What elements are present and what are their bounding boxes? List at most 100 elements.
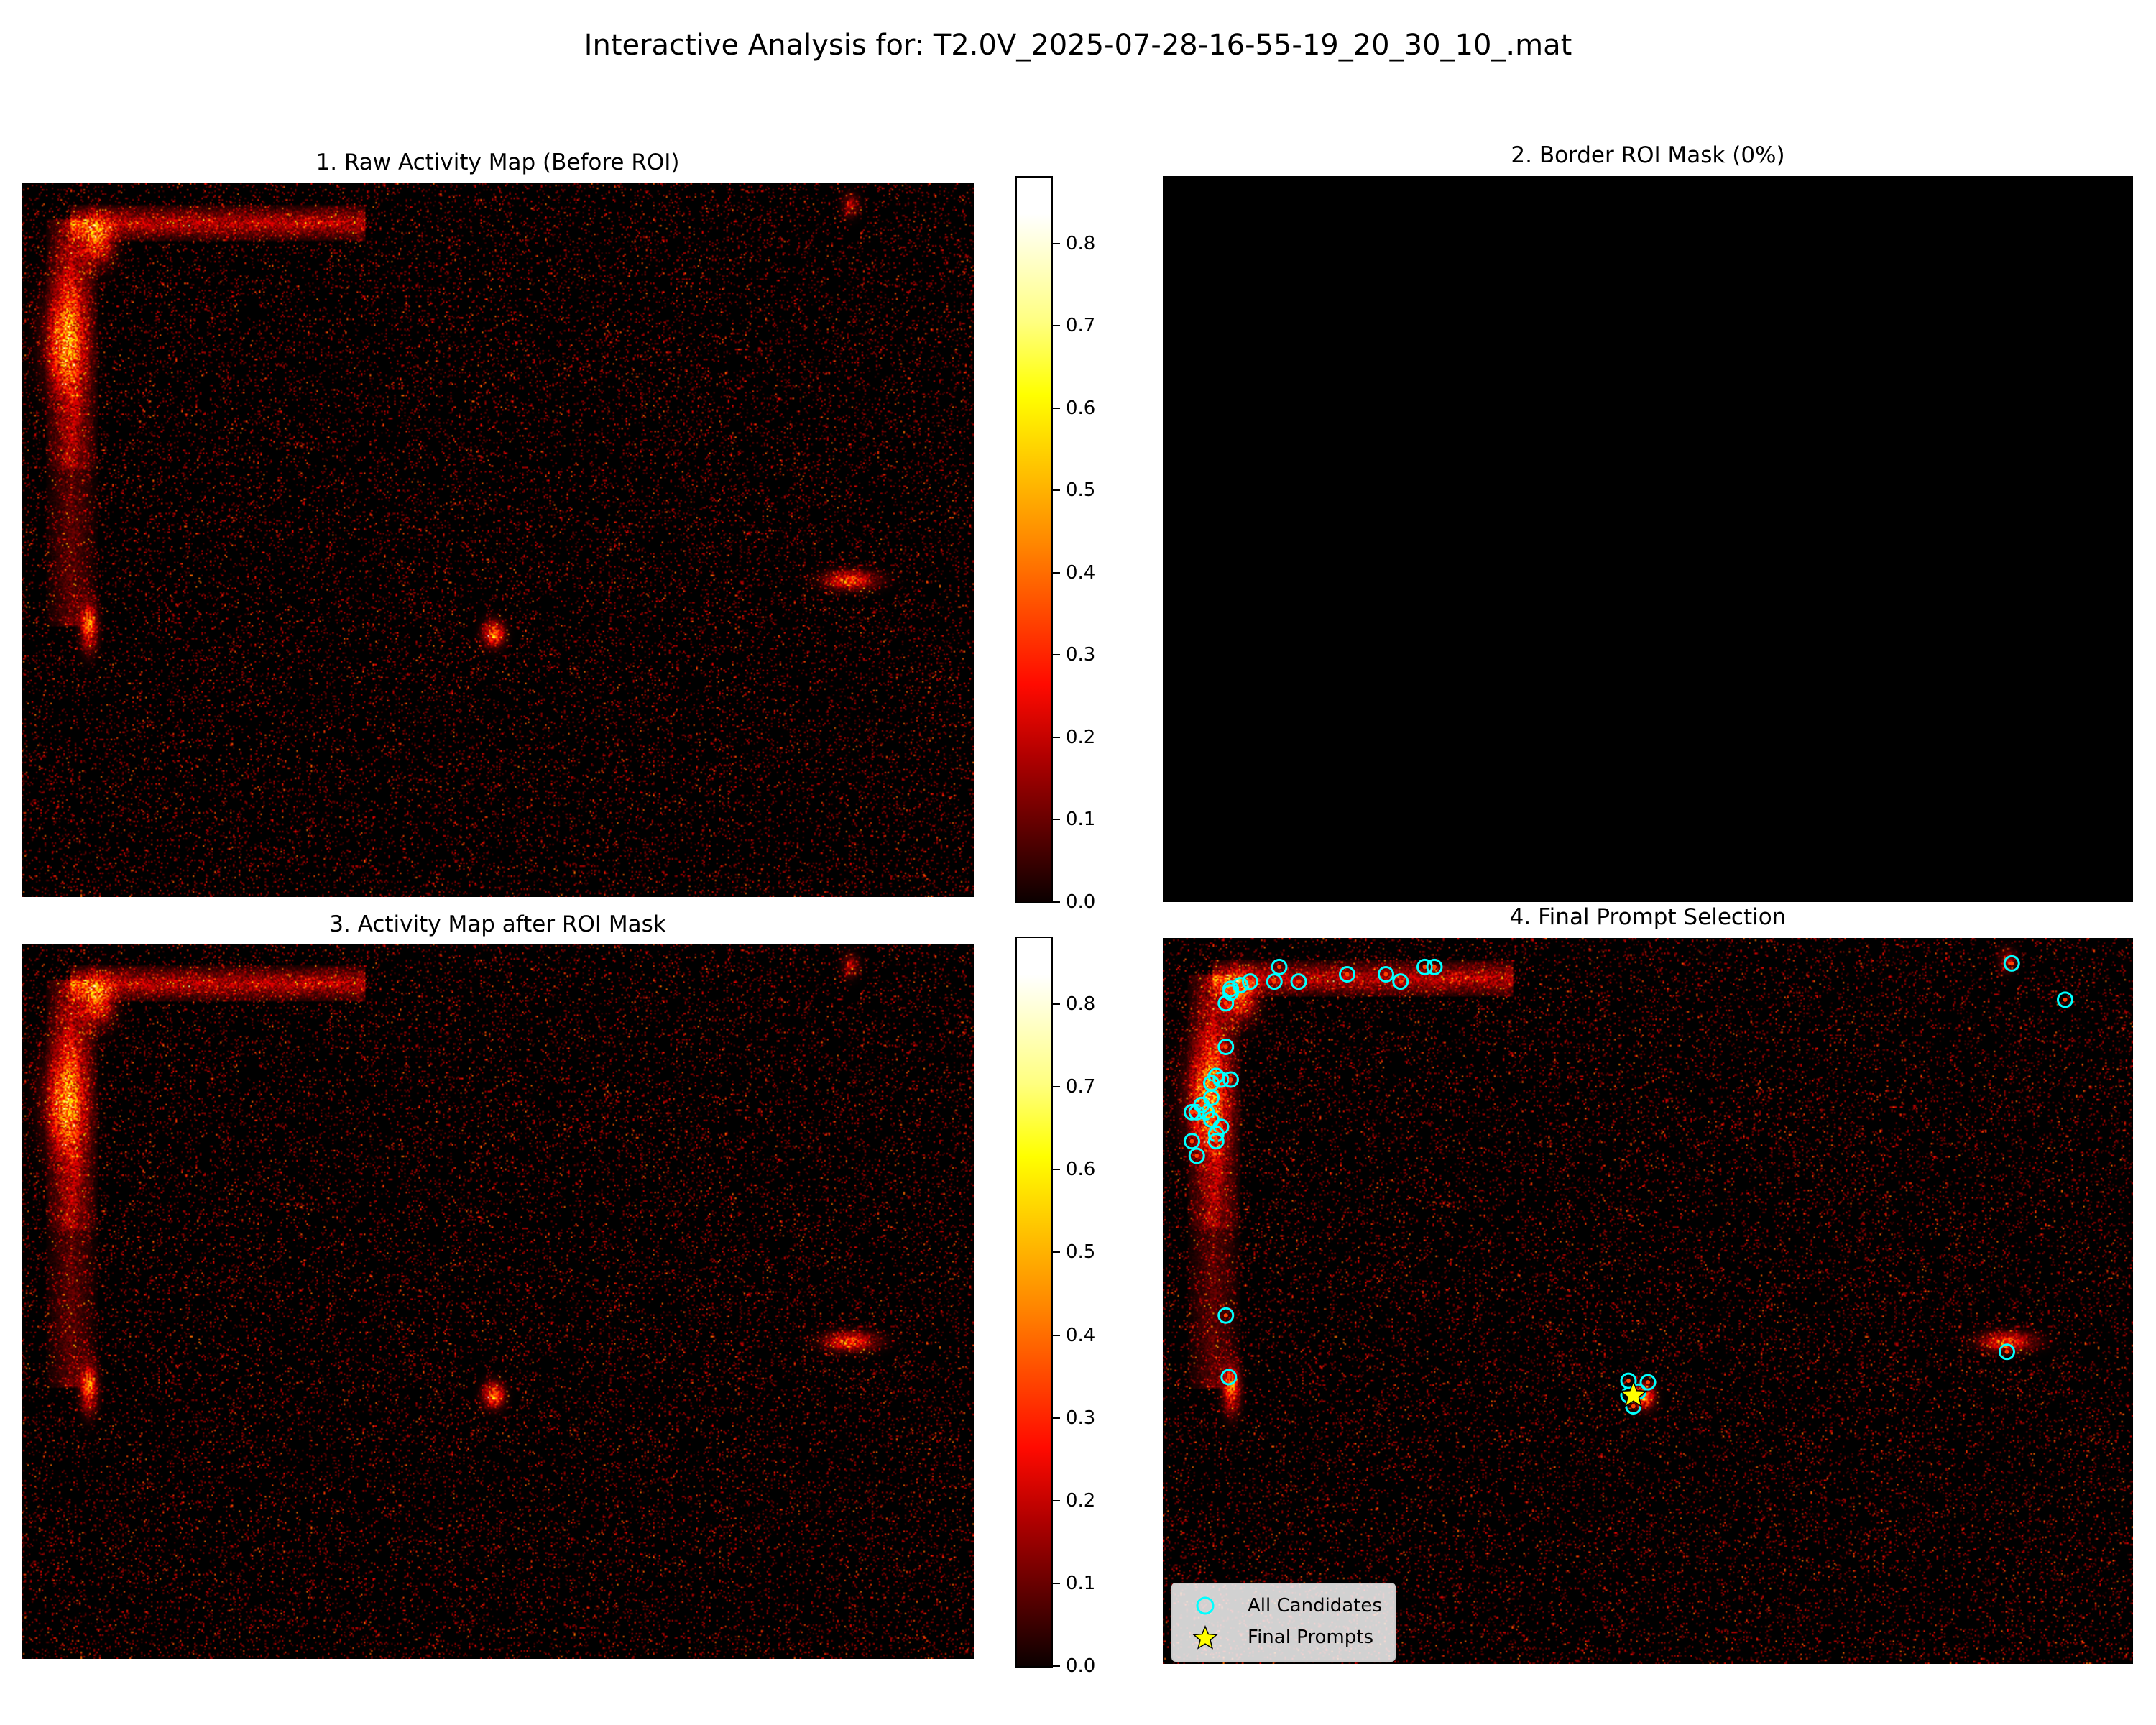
colorbar-tick-label: 0.2 <box>1066 1489 1096 1512</box>
colorbar-tick <box>1051 1417 1060 1419</box>
colorbar-tick <box>1051 1582 1060 1584</box>
candidate-point <box>1620 1372 1637 1389</box>
colorbar-tick <box>1051 242 1060 244</box>
candidate-point-center <box>1228 990 1233 995</box>
candidate-point-center <box>1646 1380 1650 1385</box>
candidate-point <box>1207 1133 1225 1150</box>
candidate-point <box>1416 958 1433 975</box>
candidate-point <box>1339 966 1355 983</box>
panel-2-title: 2. Border ROI Mask (0%) <box>1511 142 1785 168</box>
candidate-point <box>1212 1071 1230 1088</box>
colorbar-tick <box>1051 1499 1060 1501</box>
legend: All Candidates Final Prompts <box>1171 1583 1396 1662</box>
candidate-point-center <box>1228 1077 1233 1082</box>
candidate-point-center <box>1194 1154 1199 1158</box>
candidate-point <box>1193 1096 1210 1113</box>
legend-row-final: Final Prompts <box>1187 1624 1373 1650</box>
legend-label-final: Final Prompts <box>1248 1627 1374 1648</box>
candidate-point-center <box>2009 961 2014 966</box>
legend-label-candidates: All Candidates <box>1248 1595 1382 1616</box>
candidate-point <box>1217 1039 1235 1055</box>
candidate-point-center <box>2063 997 2068 1002</box>
colorbar-3 <box>1015 937 1053 1668</box>
raw-activity-heatmap <box>22 183 974 897</box>
colorbar-tick <box>1051 654 1060 656</box>
candidate-point-center <box>1226 1375 1231 1380</box>
candidate-point-center <box>1209 1095 1214 1100</box>
candidate-point <box>1266 973 1283 990</box>
colorbar-tick-label: 0.6 <box>1066 1159 1096 1181</box>
candidate-point-center <box>1422 965 1427 970</box>
candidate-point <box>1271 958 1288 975</box>
candidate-point <box>1378 966 1394 983</box>
colorbar-tick <box>1051 736 1060 738</box>
candidate-point-center <box>1209 1117 1214 1122</box>
colorbar-tick <box>1051 1086 1060 1088</box>
candidate-point <box>2057 991 2073 1008</box>
colorbar-tick-label: 0.2 <box>1066 726 1096 748</box>
colorbar-tick-label: 0.0 <box>1066 891 1096 913</box>
candidate-point-center <box>1626 1379 1631 1384</box>
candidate-point <box>1639 1374 1657 1391</box>
candidate-point <box>1220 1368 1238 1386</box>
final-prompt-star <box>1618 1380 1648 1408</box>
colorbar-tick <box>1051 819 1060 821</box>
candidate-point-center <box>1223 1044 1228 1049</box>
colorbar-tick-label: 0.7 <box>1066 1076 1096 1098</box>
colorbar-tick-label: 0.5 <box>1066 479 1096 502</box>
candidate-point-center <box>1383 972 1388 977</box>
candidate-point-center <box>1214 1138 1219 1144</box>
candidate-point-center <box>1228 986 1233 991</box>
panel-4-title: 4. Final Prompt Selection <box>1509 904 1787 930</box>
colorbar-tick-label: 0.1 <box>1066 809 1096 831</box>
candidate-point <box>1392 973 1409 990</box>
colorbar-tick-label: 0.3 <box>1066 1407 1096 1429</box>
colorbar-tick <box>1051 1334 1060 1336</box>
candidate-point-center <box>1238 983 1243 988</box>
prompt-markers-overlay <box>1184 954 2073 1414</box>
candidate-point-center <box>1223 1000 1228 1006</box>
candidate-point <box>1242 973 1258 990</box>
candidate-point <box>1184 1133 1200 1150</box>
colorbar-tick <box>1051 407 1060 409</box>
candidate-point-center <box>1223 1313 1228 1318</box>
candidate-point <box>1217 995 1235 1012</box>
colorbar-tick <box>1051 1251 1060 1254</box>
candidate-point-center <box>1189 1138 1194 1144</box>
candidate-point-center <box>1272 979 1277 984</box>
colorbar-tick-label: 0.3 <box>1066 644 1096 666</box>
colorbar-tick-label: 0.4 <box>1066 1324 1096 1346</box>
colorbar-tick-label: 0.8 <box>1066 232 1096 254</box>
colorbar-tick-label: 0.7 <box>1066 315 1096 337</box>
candidate-point <box>1999 1343 2015 1361</box>
colorbar-tick <box>1051 325 1060 327</box>
candidate-point-center <box>1432 965 1437 970</box>
circle-icon <box>1196 1596 1215 1615</box>
candidate-point <box>1217 1307 1235 1324</box>
candidate-point <box>1188 1147 1205 1164</box>
colorbar-tick-label: 0.6 <box>1066 397 1096 419</box>
candidate-point-center <box>2004 1349 2009 1354</box>
colorbar-tick-label: 0.4 <box>1066 561 1096 584</box>
candidate-point-center <box>1277 965 1281 970</box>
candidate-point <box>1426 958 1443 975</box>
border-roi-mask <box>1163 176 2133 902</box>
colorbar-tick-label: 0.8 <box>1066 993 1096 1016</box>
final-prompt-heatmap <box>1163 938 2133 1664</box>
candidate-point-center <box>1209 1081 1214 1085</box>
colorbar-tick <box>1051 1169 1060 1171</box>
legend-row-candidates: All Candidates <box>1187 1593 1382 1619</box>
colorbar-tick-label: 0.0 <box>1066 1655 1096 1677</box>
figure-title: Interactive Analysis for: T2.0V_2025-07-… <box>584 29 1572 62</box>
candidate-point-center <box>1345 972 1350 977</box>
colorbar-tick <box>1051 571 1060 574</box>
colorbar-tick <box>1051 901 1060 903</box>
candidate-point-center <box>1189 1110 1194 1115</box>
colorbar-tick-label: 0.5 <box>1066 1241 1096 1264</box>
candidate-point-center <box>1199 1103 1204 1108</box>
panel-1-title: 1. Raw Activity Map (Before ROI) <box>315 150 680 175</box>
colorbar-tick-label: 0.1 <box>1066 1572 1096 1594</box>
star-icon <box>1192 1625 1218 1650</box>
candidate-point-center <box>1296 979 1301 984</box>
candidate-point-center <box>1398 979 1403 984</box>
